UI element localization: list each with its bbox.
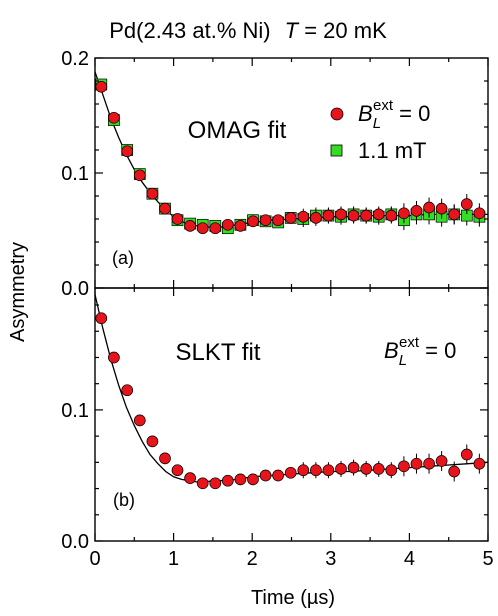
data-point-circle <box>385 464 398 477</box>
data-point-circle <box>171 213 184 225</box>
data-point-circle <box>209 477 222 490</box>
data-point-circle <box>284 466 297 479</box>
data-point-circle <box>335 208 347 221</box>
legend-marker-square <box>330 144 343 157</box>
data-point-circle <box>159 452 171 465</box>
data-point-circle <box>460 448 473 461</box>
data-point-circle <box>435 202 448 215</box>
data-point-circle <box>448 465 461 478</box>
data-point-circle <box>398 460 410 473</box>
data-point-circle <box>196 477 209 490</box>
data-point-circle <box>133 414 146 427</box>
x-tick-label: 5 <box>482 548 493 570</box>
data-point-circle <box>372 463 385 475</box>
data-point-circle <box>347 461 360 474</box>
data-point-circle <box>108 351 120 364</box>
data-point-circle <box>259 214 272 227</box>
data-point-circle <box>310 464 322 477</box>
legend-label-zero-field: BLext = 0 <box>358 97 430 132</box>
panel-a-marks <box>94 71 488 235</box>
data-point-circle <box>448 208 461 221</box>
panel-a-frame <box>94 57 489 289</box>
x-axis-label: Time (µs) <box>251 587 335 609</box>
data-point-circle <box>385 209 398 222</box>
panel-a-title: OMAG fit <box>188 117 287 144</box>
panel-a-legend: BLext = 0 1.1 mT <box>330 97 430 163</box>
data-point-circle <box>184 472 196 484</box>
data-point-circle <box>108 111 120 124</box>
x-tick-label: 0 <box>89 548 100 570</box>
data-point-circle <box>297 210 310 223</box>
data-point-circle <box>347 209 360 222</box>
data-point-circle <box>247 473 259 486</box>
data-point-circle <box>322 464 335 477</box>
data-point-circle <box>284 212 297 224</box>
data-point-circle <box>423 457 435 470</box>
data-point-circle <box>221 474 234 487</box>
data-point-circle <box>95 312 108 325</box>
figure-title: Pd(2.43 at.% Ni) T = 20 mK <box>109 18 387 43</box>
panel-b-ticks: 0 1 2 3 4 5 0.0 0.1 <box>61 288 494 570</box>
panel-a-ticks: 0.0 0.1 0.2 <box>61 48 489 300</box>
y-tick-label: 0.1 <box>61 163 89 185</box>
data-point-circle <box>146 187 159 200</box>
data-point-circle <box>473 457 486 470</box>
x-tick-label: 1 <box>168 548 179 570</box>
data-point-circle <box>410 205 423 217</box>
data-point-circle <box>322 209 335 222</box>
x-tick-label: 3 <box>325 548 336 570</box>
data-point-circle <box>473 207 486 220</box>
panel-b: 0 1 2 3 4 5 0.0 0.1 SLKT fit (b) BLext = 0 <box>61 287 494 570</box>
data-point-circle <box>372 208 385 221</box>
data-point-circle <box>234 220 247 232</box>
data-point-circle <box>209 222 222 235</box>
data-point-circle <box>335 463 347 475</box>
panel-a-label: (a) <box>112 248 134 268</box>
data-point-circle <box>272 214 284 227</box>
data-point-circle <box>423 201 435 214</box>
y-tick-label: 0.0 <box>61 531 89 553</box>
y-tick-label: 0.2 <box>61 48 89 70</box>
panel-a: 0.0 0.1 0.2 OMAG fit (a) BLext = 0 1.1 mT <box>61 48 489 300</box>
data-point-circle <box>133 169 146 182</box>
x-tick-label: 2 <box>247 548 258 570</box>
panel-b-title: SLKT fit <box>176 339 261 366</box>
legend-marker-circle <box>330 107 344 121</box>
data-point-circle <box>121 145 134 158</box>
data-point-circle <box>259 469 272 482</box>
data-point-circle <box>360 209 373 222</box>
data-point-circle <box>146 435 159 448</box>
data-point-circle <box>95 80 108 93</box>
panel-b-field-label: BLext = 0 <box>384 334 456 369</box>
data-point-circle <box>272 469 284 482</box>
data-point-circle <box>184 220 196 232</box>
data-point-circle <box>297 464 310 477</box>
data-point-circle <box>398 207 410 220</box>
data-point-circle <box>435 455 448 467</box>
data-point-circle <box>410 457 423 470</box>
data-point-circle <box>196 222 209 235</box>
data-point-circle <box>171 464 184 477</box>
data-point-circle <box>121 384 134 397</box>
y-tick-label: 0.0 <box>61 278 89 300</box>
panel-b-frame <box>94 287 489 542</box>
y-tick-label: 0.1 <box>61 400 89 422</box>
data-point-circle <box>247 215 259 228</box>
data-point-circle <box>221 218 234 231</box>
y-axis-label: Asymmetry <box>7 242 29 342</box>
data-point-circle <box>310 212 322 224</box>
x-tick-label: 4 <box>404 548 415 570</box>
legend-label-1p1mT: 1.1 mT <box>358 138 426 163</box>
data-point-circle <box>360 463 373 475</box>
data-point-circle <box>460 198 473 210</box>
data-point-circle <box>234 473 247 486</box>
data-point-circle <box>159 202 171 215</box>
panel-b-label: (b) <box>113 490 135 510</box>
panel-b-marks <box>94 294 489 490</box>
